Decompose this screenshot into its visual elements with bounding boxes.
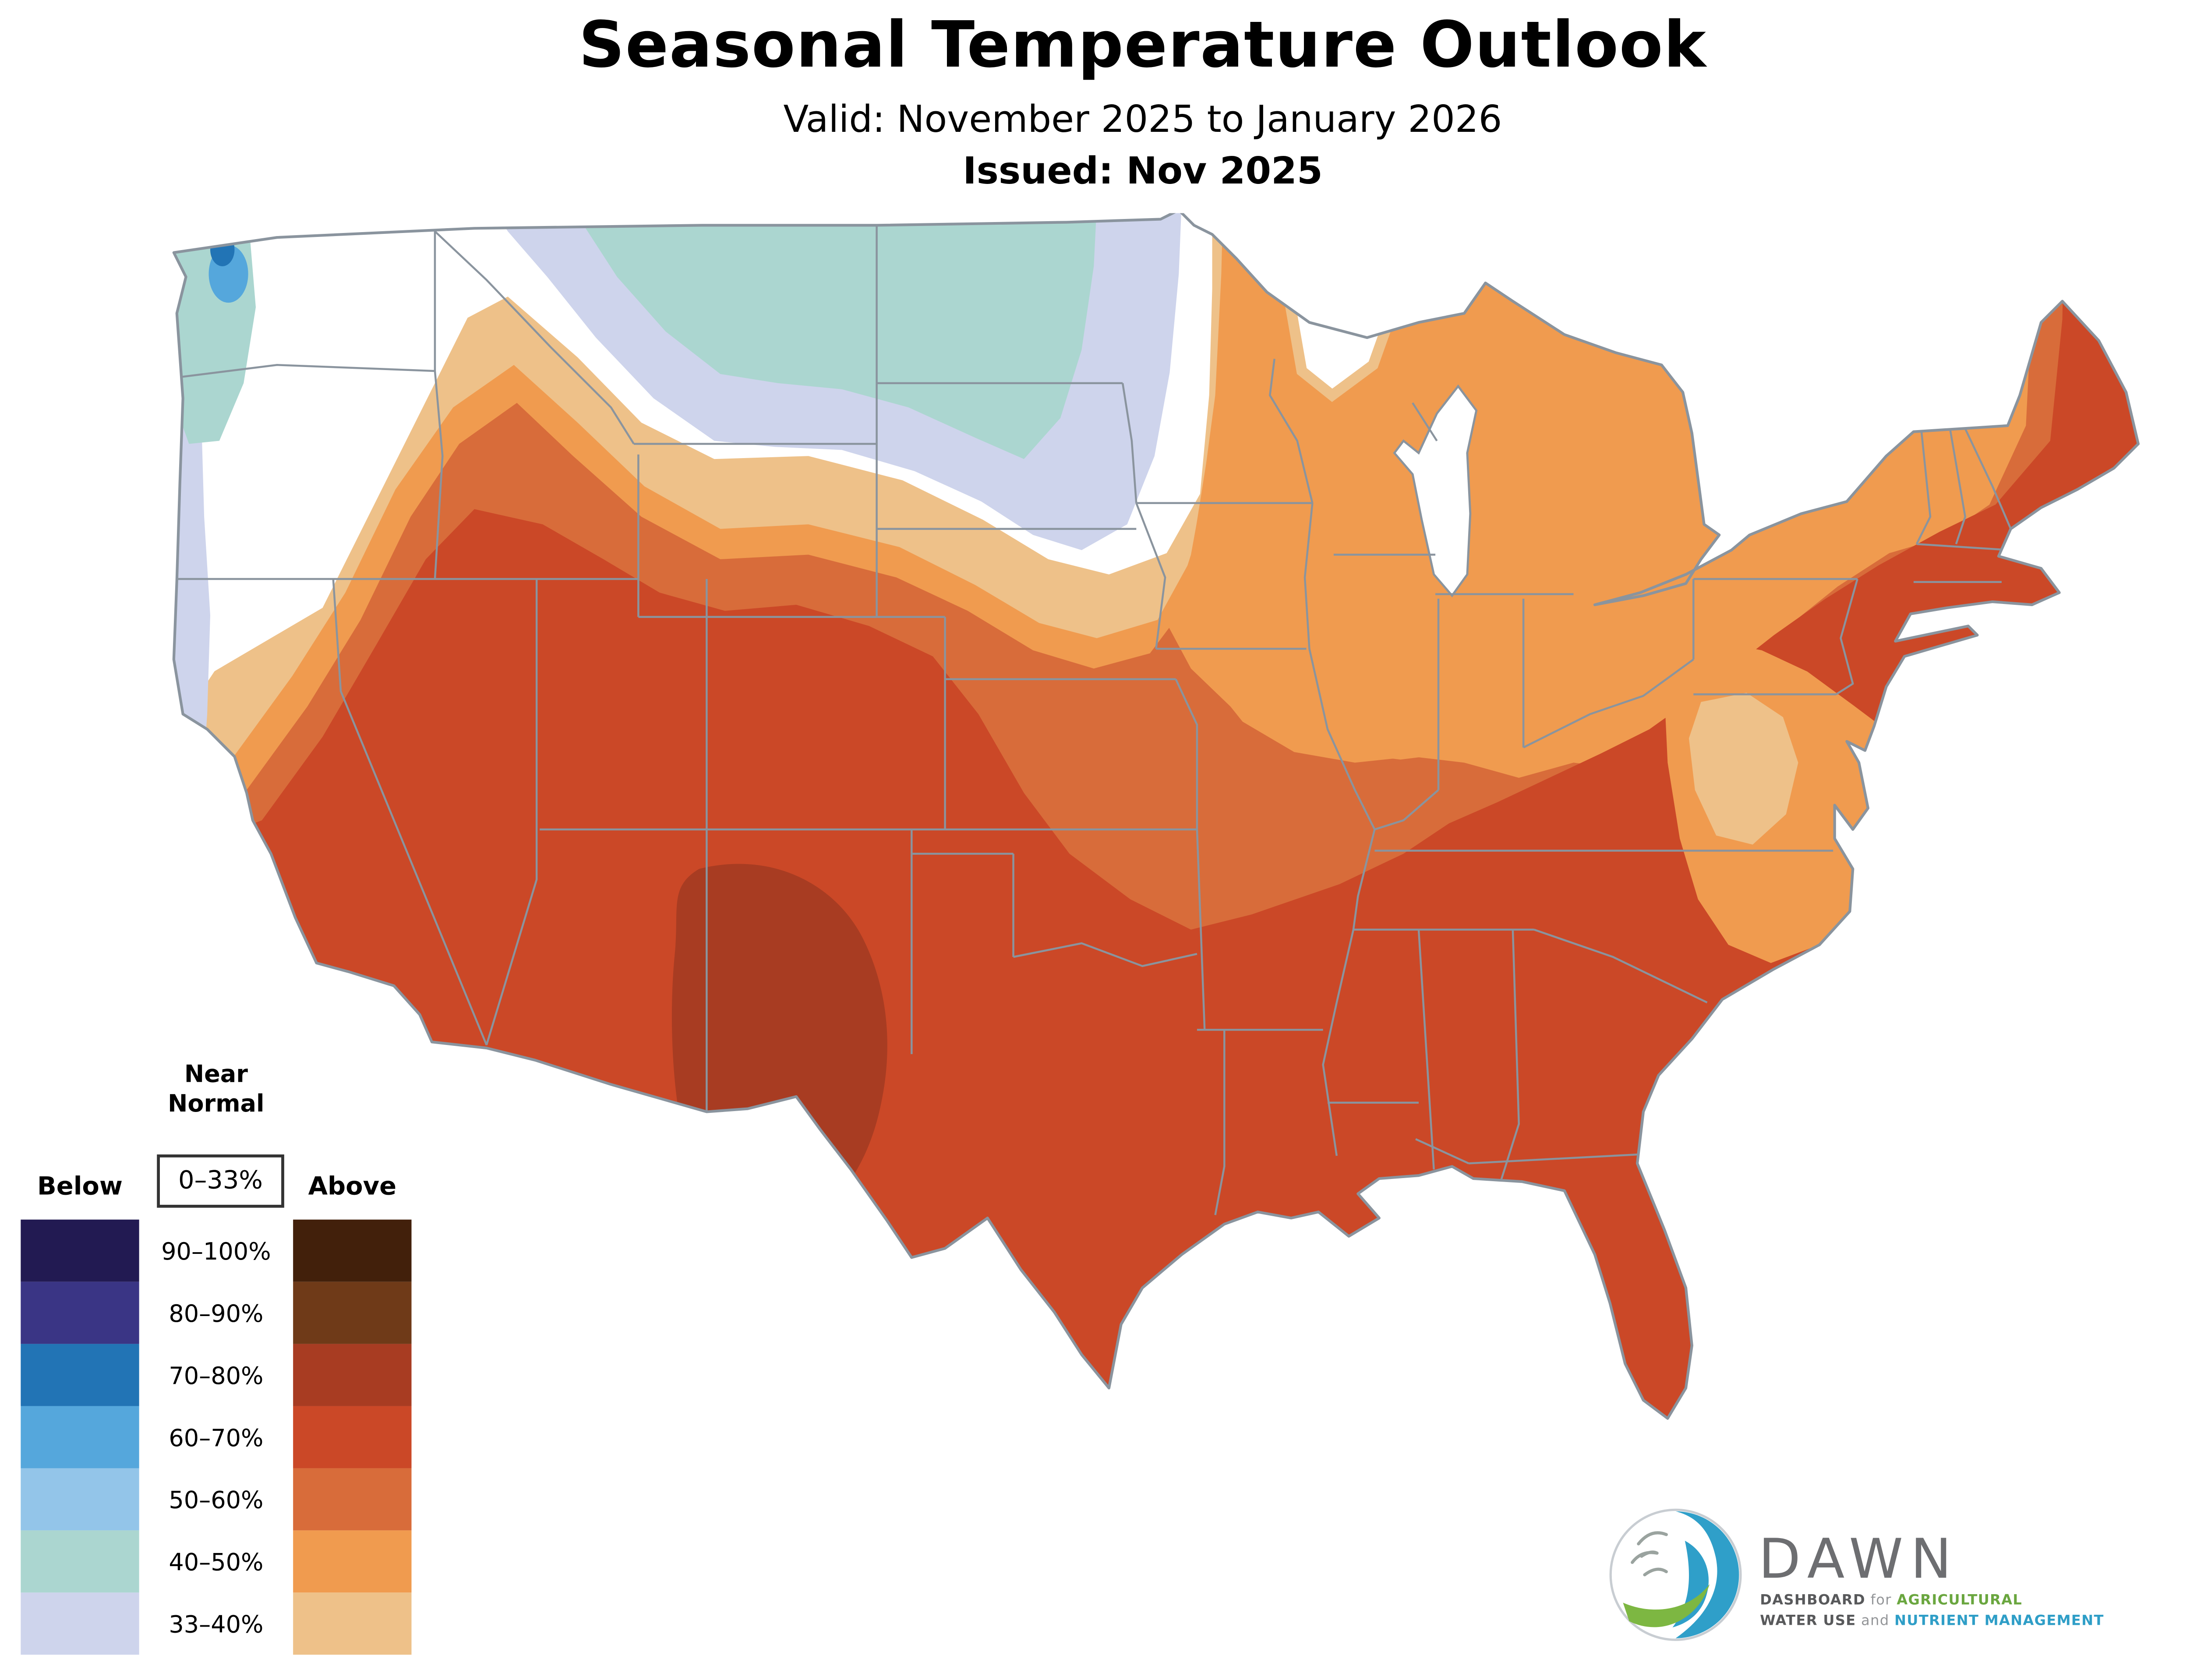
legend-range-label: 80–90% — [169, 1299, 264, 1327]
map-spot-below-70-80 — [210, 233, 235, 266]
legend-range-label: 60–70% — [169, 1423, 264, 1451]
above-swatch — [293, 1592, 412, 1655]
legend-range-label: 40–50% — [169, 1547, 264, 1576]
tagline-water-use: WATER USE — [1760, 1613, 1856, 1630]
below-swatch — [21, 1219, 139, 1282]
dawn-tagline-line2: WATER USE and NUTRIENT MANAGEMENT — [1760, 1613, 2104, 1630]
tagline-nutrient-management: NUTRIENT MANAGEMENT — [1894, 1613, 2104, 1630]
legend-rows: 90–100% 80–90% 70–80% 60–70% 50–60% — [21, 1219, 417, 1655]
below-swatch — [21, 1592, 139, 1655]
below-swatch — [21, 1468, 139, 1531]
dawn-logo-icon — [1607, 1507, 1744, 1648]
below-swatch — [21, 1344, 139, 1406]
legend-range-label: 70–80% — [169, 1361, 264, 1389]
state-borders — [173, 225, 2012, 1215]
below-swatch — [21, 1530, 139, 1593]
legend-row: 60–70% — [21, 1406, 417, 1468]
near-normal-swatch: 0–33% — [157, 1154, 284, 1208]
map-spot-below-90-100 — [210, 226, 223, 239]
below-swatch — [21, 1281, 139, 1344]
map-patch-appalachian-33-40-core — [1688, 692, 1798, 845]
page-title: Seasonal Temperature Outlook — [579, 9, 1707, 83]
below-swatch — [21, 1406, 139, 1468]
legend-range-label: 33–40% — [169, 1609, 264, 1638]
legend-row: 90–100% — [21, 1219, 417, 1282]
legend-row: 50–60% — [21, 1468, 417, 1531]
map-layer-below-40-50-band — [550, 213, 1097, 459]
above-swatch — [293, 1468, 412, 1531]
title-block: Seasonal Temperature Outlook Valid: Nove… — [0, 9, 2190, 192]
lake-michigan — [1393, 384, 1478, 598]
near-normal-label-line2: Normal — [168, 1089, 265, 1118]
tagline-for: for — [1870, 1592, 1892, 1609]
legend-row: 80–90% — [21, 1281, 417, 1344]
above-swatch — [293, 1530, 412, 1593]
legend-row: 70–80% — [21, 1344, 417, 1406]
map-svg — [172, 213, 2140, 1420]
tagline-agricultural: AGRICULTURAL — [1897, 1592, 2023, 1609]
above-swatch — [293, 1344, 412, 1406]
us-outlook-map — [95, 213, 2159, 1458]
above-swatch — [293, 1281, 412, 1344]
below-header: Below — [37, 1172, 123, 1202]
tagline-dashboard: DASHBOARD — [1760, 1592, 1866, 1609]
dawn-tagline-line1: DASHBOARD for AGRICULTURAL — [1760, 1592, 2022, 1609]
valid-period: Valid: November 2025 to January 2026 — [783, 98, 1502, 141]
legend-row: 33–40% — [21, 1592, 417, 1655]
above-swatch — [293, 1406, 412, 1468]
us-outline — [172, 213, 2140, 1420]
dawn-wordmark: DAWN — [1758, 1527, 1959, 1591]
dawn-logo: DAWN DASHBOARD for AGRICULTURAL WATER US… — [1607, 1507, 2141, 1648]
near-normal-label-line1: Near — [184, 1059, 248, 1088]
issued-date: Issued: Nov 2025 — [963, 149, 1323, 193]
legend-row: 40–50% — [21, 1530, 417, 1593]
legend-range-label: 50–60% — [169, 1485, 264, 1514]
near-normal-label: Near Normal — [139, 1060, 293, 1119]
tagline-and: and — [1861, 1613, 1890, 1630]
above-swatch — [293, 1219, 412, 1282]
legend-range-label: 90–100% — [161, 1236, 271, 1265]
above-header: Above — [308, 1172, 397, 1202]
